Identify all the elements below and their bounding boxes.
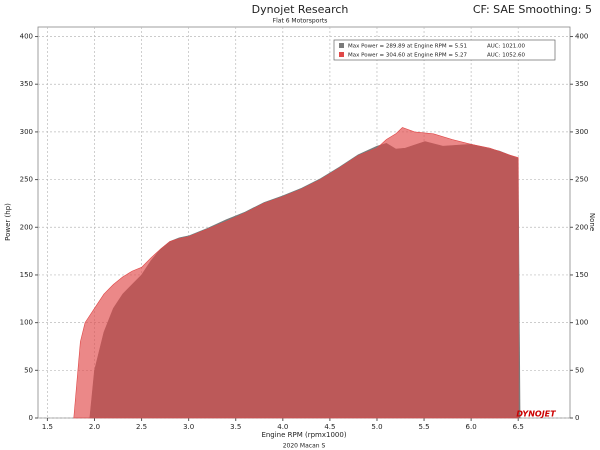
y-axis-label: Power (hp) (4, 203, 12, 241)
y-tick-label: 0 (29, 414, 33, 422)
y2-axis-label: None (588, 213, 596, 231)
y2-tick-label: 50 (575, 366, 584, 374)
legend-auc: AUC: 1052.60 (487, 53, 525, 59)
y-tick-label: 400 (20, 33, 33, 41)
x-tick-label: 2.5 (136, 423, 147, 431)
x-tick-label: 3.0 (183, 423, 194, 431)
x-tick-label: 4.5 (324, 423, 335, 431)
x-tick-label: 1.5 (42, 423, 53, 431)
y2-tick-label: 300 (575, 128, 588, 136)
chart-title: Dynojet Research (252, 3, 349, 16)
x-axis-label: Engine RPM (rpmx1000) (261, 431, 346, 439)
y2-tick-label: 150 (575, 271, 588, 279)
x-tick-label: 3.5 (230, 423, 241, 431)
y-tick-label: 200 (20, 223, 33, 231)
y-tick-label: 300 (20, 128, 33, 136)
x-tick-label: 4.0 (277, 423, 288, 431)
legend-swatch (339, 52, 344, 57)
legend-box (333, 39, 556, 61)
y2-tick-label: 400 (575, 33, 588, 41)
legend-label: Max Power = 304.60 at Engine RPM = 5.27 (348, 53, 467, 59)
y-tick-label: 50 (24, 366, 33, 374)
y-tick-label: 100 (20, 319, 33, 327)
y2-tick-label: 100 (575, 319, 588, 327)
power-area (73, 127, 519, 419)
legend-swatch (339, 43, 344, 48)
x-tick-label: 5.5 (418, 423, 429, 431)
settings-label: CF: SAE Smoothing: 5 (473, 3, 592, 16)
chart-subtitle: Flat 6 Motorsports (273, 18, 328, 25)
x-tick-label: 6.5 (513, 423, 524, 431)
logo: DYNOJET (516, 410, 556, 419)
y2-tick-label: 0 (575, 414, 579, 422)
x-tick-label: 5.0 (371, 423, 382, 431)
x-tick-label: 2.0 (89, 423, 100, 431)
y-tick-label: 150 (20, 271, 33, 279)
legend-auc: AUC: 1021.00 (487, 44, 525, 50)
legend-label: Max Power = 289.89 at Engine RPM = 5.51 (348, 44, 467, 50)
y2-tick-label: 200 (575, 223, 588, 231)
y-tick-label: 250 (20, 176, 33, 184)
x-tick-label: 6.0 (466, 423, 477, 431)
footer: 2020 Macan S (283, 443, 326, 450)
y2-tick-label: 250 (575, 176, 588, 184)
y-tick-label: 350 (20, 80, 33, 88)
y2-tick-label: 350 (575, 80, 588, 88)
